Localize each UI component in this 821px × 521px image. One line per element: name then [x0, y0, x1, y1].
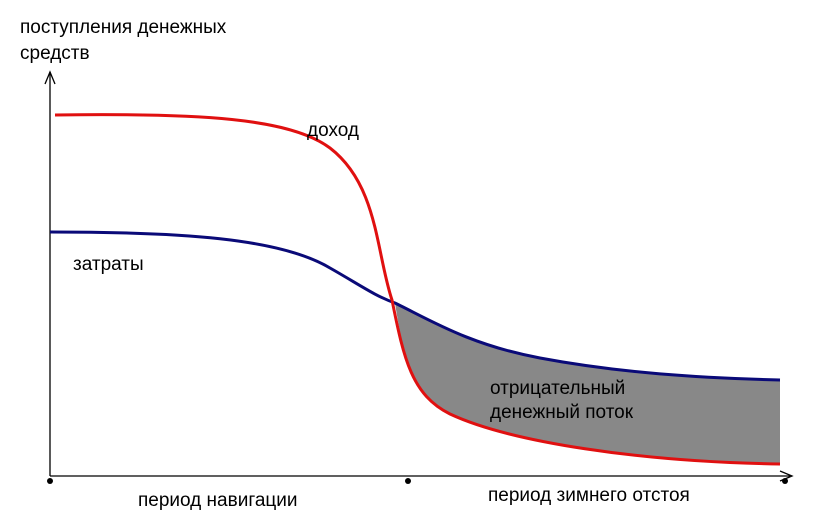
x-tick-end [782, 478, 788, 484]
y-axis-label-line-1: поступления денежных [20, 17, 227, 38]
period-winter-label: период зимнего отстоя [488, 485, 690, 506]
negative-flow-label-line-2: денежный поток [490, 402, 634, 423]
costs-line [49, 230, 781, 382]
y-axis-arrow [44, 70, 56, 85]
period-navigation-label: период навигации [138, 490, 298, 511]
negative-flow-label-line-1: отрицательный [490, 378, 625, 399]
y-axis-label-line-2: средств [20, 43, 90, 64]
x-tick-start [47, 478, 53, 484]
costs-label: затраты [73, 254, 144, 275]
income-label: доход [307, 120, 359, 141]
x-tick-mid [405, 478, 411, 484]
income-line [54, 113, 781, 466]
negative-cash-flow-region [395, 303, 780, 464]
